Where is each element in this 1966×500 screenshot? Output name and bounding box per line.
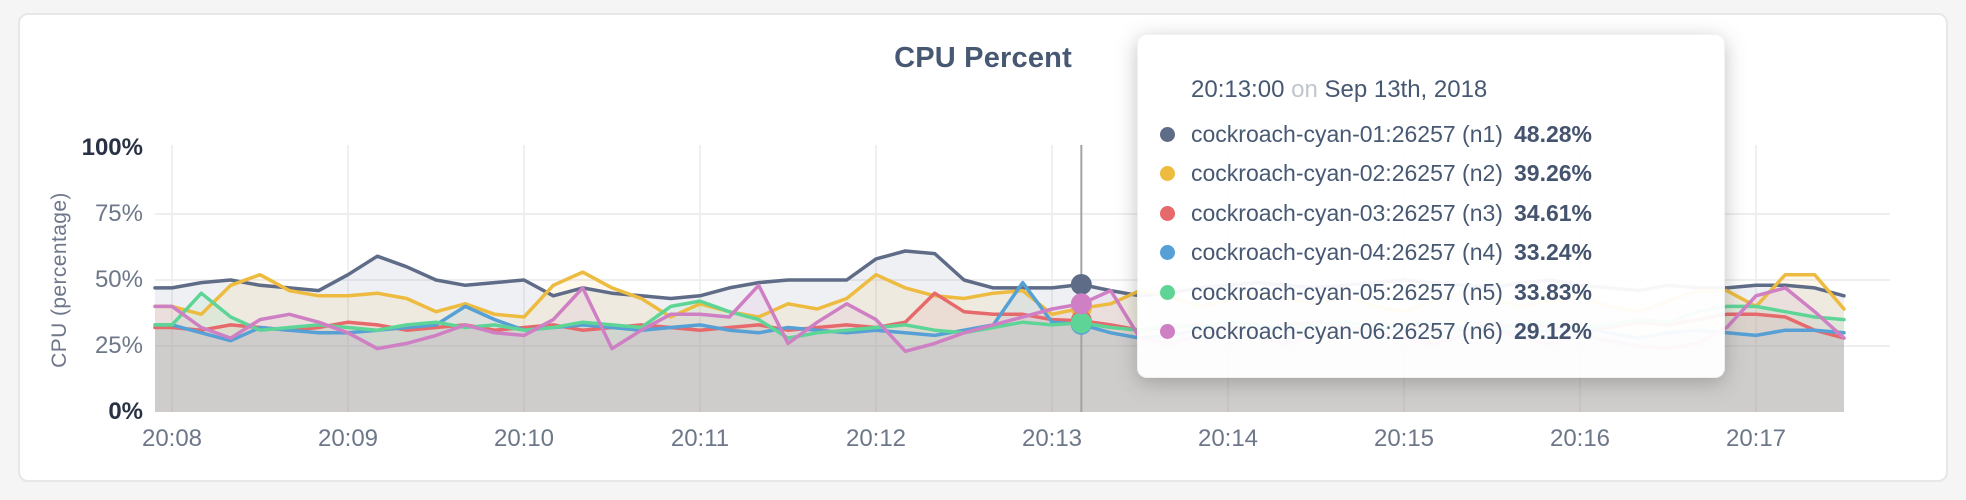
tooltip-row-label: cockroach-cyan-04:26257 (n4) <box>1191 239 1503 265</box>
tooltip-row: cockroach-cyan-04:26257 (n4) 33.24% <box>1138 236 1724 268</box>
tooltip-row-value: 34.61% <box>1514 200 1593 226</box>
tooltip-row: cockroach-cyan-01:26257 (n1) 48.28% <box>1138 118 1724 150</box>
legend-dot-icon <box>1160 285 1175 300</box>
x-tick-label: 20:11 <box>670 425 730 452</box>
tooltip-row-label: cockroach-cyan-05:26257 (n5) <box>1191 279 1503 305</box>
x-tick-label: 20:17 <box>1725 425 1787 452</box>
tooltip-row: cockroach-cyan-03:26257 (n3) 34.61% <box>1138 197 1724 229</box>
x-tick-label: 20:08 <box>141 425 203 452</box>
legend-dot-icon <box>1160 245 1175 260</box>
x-tick-label: 20:14 <box>1197 425 1259 452</box>
x-tick-label: 20:09 <box>317 425 379 452</box>
tooltip-row-label: cockroach-cyan-03:26257 (n3) <box>1191 200 1503 226</box>
tooltip-row: cockroach-cyan-05:26257 (n5) 33.83% <box>1138 276 1724 308</box>
y-tick-label: 50% <box>94 266 143 293</box>
x-tick-label: 20:16 <box>1549 425 1611 452</box>
tooltip-row-value: 33.83% <box>1514 279 1593 305</box>
tooltip-row: cockroach-cyan-06:26257 (n6) 29.12% <box>1138 315 1724 347</box>
x-tick-label: 20:15 <box>1373 425 1435 452</box>
y-tick-label: 75% <box>94 200 143 227</box>
x-tick-label: 20:10 <box>493 425 555 452</box>
legend-dot-icon <box>1160 127 1175 142</box>
tooltip-row-value: 39.26% <box>1514 160 1593 186</box>
tooltip-conjunction: on <box>1291 76 1318 103</box>
tooltip-row-value: 29.12% <box>1514 318 1593 344</box>
tooltip-date: Sep 13th, 2018 <box>1324 76 1488 103</box>
legend-dot-icon <box>1160 206 1175 221</box>
tooltip-row-value: 48.28% <box>1514 121 1593 147</box>
legend-dot-icon <box>1160 166 1175 181</box>
tooltip-row-label: cockroach-cyan-02:26257 (n2) <box>1191 160 1503 186</box>
tooltip-row-value: 33.24% <box>1514 239 1593 265</box>
x-tick-label: 20:12 <box>845 425 907 452</box>
tooltip-row-label: cockroach-cyan-01:26257 (n1) <box>1191 121 1503 147</box>
legend-dot-icon <box>1160 324 1175 339</box>
y-tick-label: 100% <box>81 134 143 161</box>
chart-title: CPU Percent <box>894 42 1072 74</box>
tooltip-time: 20:13:00 <box>1191 76 1285 103</box>
y-tick-label: 25% <box>94 332 143 359</box>
tooltip-row-label: cockroach-cyan-06:26257 (n6) <box>1191 318 1503 344</box>
x-tick-label: 20:13 <box>1021 425 1083 452</box>
y-tick-label: 0% <box>108 398 143 425</box>
tooltip-timestamp: 20:13:00 on Sep 13th, 2018 <box>1191 76 1487 104</box>
tooltip-row: cockroach-cyan-02:26257 (n2) 39.26% <box>1138 157 1724 189</box>
chart-tooltip: 20:13:00 on Sep 13th, 2018 cockroach-cya… <box>1137 34 1725 378</box>
